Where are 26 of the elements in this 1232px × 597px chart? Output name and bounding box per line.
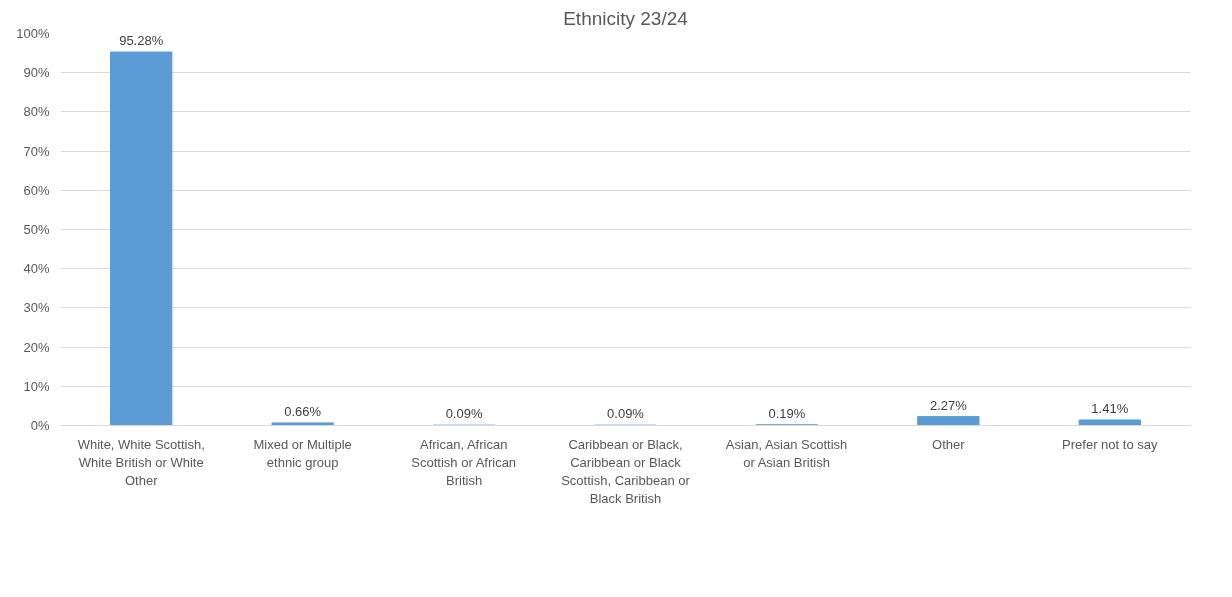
y-tick-label: 70% — [23, 143, 50, 159]
y-tick-label: 40% — [23, 261, 50, 277]
y-tick-label: 100% — [16, 26, 50, 41]
y-tick-label: 60% — [23, 182, 50, 198]
data-label: 0.09% — [445, 406, 483, 422]
chart-title: Ethnicity 23/24 — [563, 7, 689, 29]
x-tick-label: White, White Scottish, White British or White Other — [77, 436, 205, 488]
x-tick-label: Asian, Asian Scottish or Asian British — [725, 436, 848, 470]
x-tick-label: Other — [932, 436, 966, 452]
x-tick-label: African, African Scottish or African British — [411, 436, 517, 488]
y-tick-label: 0% — [30, 418, 50, 433]
x-tick-label: Caribbean or Black, Caribbean or Black Scottish, Caribbean or Black British — [561, 436, 691, 506]
y-tick-label: 90% — [23, 65, 50, 81]
x-tick-label: Prefer not to say — [1062, 436, 1158, 452]
data-label: 1.41% — [1091, 400, 1129, 416]
data-label: 95.28% — [119, 33, 164, 48]
x-tick-label: Mixed or Multiple ethnic group — [253, 436, 352, 470]
y-tick-label: 30% — [23, 300, 50, 316]
data-label: 0.66% — [284, 403, 322, 419]
y-tick-label: 50% — [23, 222, 50, 237]
data-label: 0.09% — [607, 406, 645, 422]
y-tick-label: 10% — [23, 378, 50, 394]
data-label: 2.27% — [929, 397, 968, 413]
y-tick-label: 20% — [23, 339, 50, 355]
data-label: 0.19% — [768, 405, 806, 421]
y-tick-label: 80% — [23, 104, 50, 120]
